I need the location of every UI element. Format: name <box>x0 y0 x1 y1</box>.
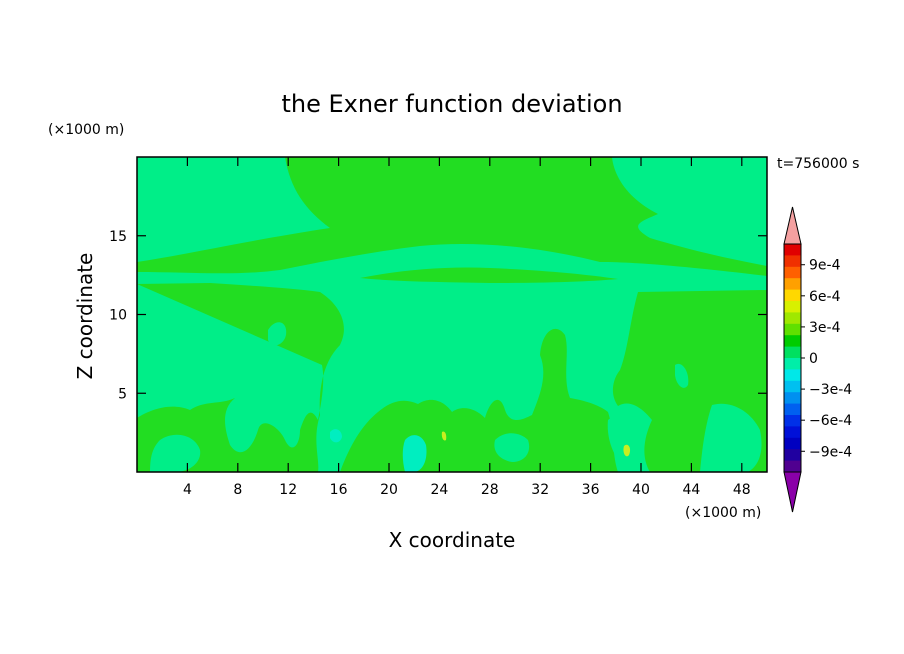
axis-ticks <box>137 157 767 472</box>
colorbar-swatch <box>784 369 801 382</box>
y-tick-label: 5 <box>118 386 127 402</box>
contour-region-positive <box>360 267 618 283</box>
x-tick-label: 16 <box>330 482 348 498</box>
colorbar-label: 0 <box>809 351 818 367</box>
colorbar-swatch <box>784 392 801 405</box>
colorbar-under-triangle <box>783 471 802 513</box>
contour-region-positive <box>137 283 344 472</box>
x-tick-label: 28 <box>481 482 499 498</box>
colorbar-swatch <box>784 244 801 256</box>
colorbar-swatch <box>784 358 801 370</box>
colorbar-swatch <box>784 346 801 359</box>
contour-region-slight-negative <box>330 429 342 443</box>
contour-region-negative <box>150 434 201 472</box>
y-tick-label: 15 <box>109 229 127 245</box>
colorbar-label: 3e-4 <box>809 320 841 336</box>
x-tick-label: 44 <box>682 482 700 498</box>
colorbar: 9e-4 6e-4 3e-4 0 −3e-4 −6e-4 −9e-4 <box>783 206 852 513</box>
contour-region-negative <box>700 403 762 472</box>
x-tick-label: 32 <box>531 482 549 498</box>
contour-field <box>137 157 767 472</box>
colorbar-swatch <box>784 335 801 348</box>
contour-region-slight-positive <box>441 431 447 441</box>
colorbar-swatch <box>784 403 801 416</box>
x-tick-label: 8 <box>233 482 242 498</box>
colorbar-swatch <box>784 449 801 462</box>
colorbar-swatch <box>784 437 801 450</box>
contour-region-slight-positive <box>623 444 631 457</box>
y-unit-label: (×1000 m) <box>48 122 124 138</box>
contour-region-negative <box>607 415 641 466</box>
colorbar-swatch <box>784 266 801 279</box>
x-tick-label: 36 <box>582 482 600 498</box>
chart-title: the Exner function deviation <box>281 90 622 118</box>
contour-region-negative <box>494 433 530 462</box>
x-tick-label: 24 <box>430 482 448 498</box>
contour-region-negative <box>268 322 287 346</box>
contour-region-positive <box>340 328 618 472</box>
colorbar-swatch <box>784 255 801 268</box>
colorbar-swatch <box>784 415 801 427</box>
x-unit-label: (×1000 m) <box>685 505 761 521</box>
time-label: t=756000 s <box>777 156 859 172</box>
colorbar-swatch <box>784 323 801 336</box>
colorbar-swatch <box>784 460 801 473</box>
colorbar-swatch <box>784 289 801 302</box>
y-axis-label: Z coordinate <box>73 253 97 380</box>
colorbar-swatch <box>784 426 801 439</box>
y-tick-label: 10 <box>109 308 127 324</box>
colorbar-swatch <box>784 301 801 313</box>
colorbar-label: −9e-4 <box>809 444 852 460</box>
x-tick-label: 20 <box>380 482 398 498</box>
contour-region-negative <box>675 363 689 388</box>
colorbar-label: −6e-4 <box>809 413 852 429</box>
x-axis-label: X coordinate <box>389 528 516 552</box>
x-tick-label: 48 <box>733 482 751 498</box>
colorbar-swatch <box>784 312 801 325</box>
contour-region-slight-negative <box>402 435 427 472</box>
colorbar-swatch <box>784 380 801 393</box>
colorbar-label: 6e-4 <box>809 289 841 305</box>
contour-region-positive <box>137 157 767 276</box>
colorbar-over-triangle <box>783 206 802 245</box>
colorbar-label: 9e-4 <box>809 258 841 274</box>
x-tick-label: 12 <box>279 482 297 498</box>
x-tick-label: 4 <box>183 482 192 498</box>
colorbar-label: −3e-4 <box>809 382 852 398</box>
colorbar-swatch <box>784 278 801 291</box>
x-tick-label: 40 <box>632 482 650 498</box>
